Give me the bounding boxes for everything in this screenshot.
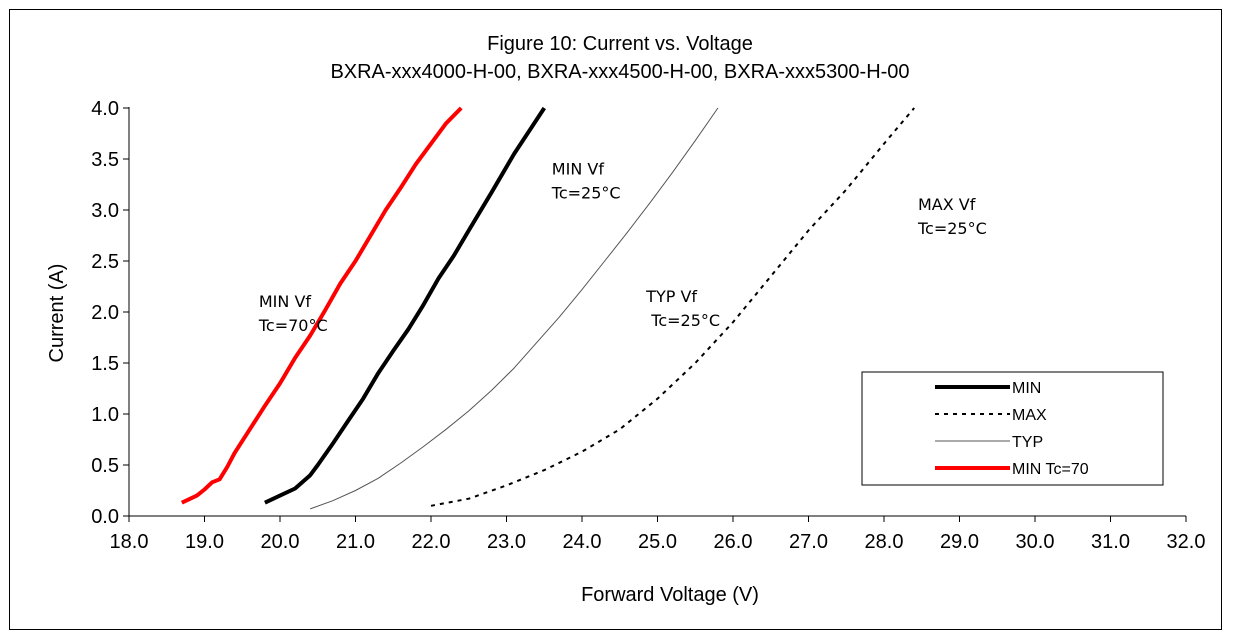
x-tick-label: 26.0 xyxy=(714,531,753,553)
annotation-line: MIN Vf xyxy=(552,159,605,178)
y-tick-label: 1.5 xyxy=(91,353,119,375)
x-tick-label: 23.0 xyxy=(487,531,526,553)
x-tick-label: 18.0 xyxy=(110,531,149,553)
series-line-typ xyxy=(310,107,719,510)
annotation-line: TYP Vf xyxy=(645,287,697,306)
annotation-max25: MAX Vf Tc=25°C xyxy=(917,195,987,238)
annotation-line: MAX Vf xyxy=(918,195,976,214)
x-tick-label: 28.0 xyxy=(865,531,904,553)
annotation-line: Tc=70°C xyxy=(258,316,328,335)
series-line-min xyxy=(264,106,546,505)
chart-subtitle: BXRA-xxx4000-H-00, BXRA-xxx4500-H-00, BX… xyxy=(330,61,909,83)
chart-title: Figure 10: Current vs. Voltage xyxy=(487,33,753,55)
x-tick-label: 30.0 xyxy=(1016,531,1055,553)
x-axis-label: Forward Voltage (V) xyxy=(581,584,759,606)
annotation-line: Tc=25°C xyxy=(551,183,621,202)
x-tick-label: 20.0 xyxy=(261,531,300,553)
annotation-line: Tc=25°C xyxy=(917,219,987,238)
legend-label: MAX xyxy=(1012,407,1047,424)
series-line-max xyxy=(430,107,915,507)
x-tick-label: 21.0 xyxy=(336,531,375,553)
chart-frame xyxy=(9,9,1222,630)
x-tick-label: 25.0 xyxy=(638,531,677,553)
y-tick-label: 0.0 xyxy=(91,506,119,528)
x-tick-label: 27.0 xyxy=(789,531,828,553)
y-tick-label: 3.5 xyxy=(91,149,119,171)
legend-label: MIN xyxy=(1012,380,1041,397)
x-tick-label: 32.0 xyxy=(1167,531,1206,553)
series-layer xyxy=(180,106,915,510)
x-tick-label: 19.0 xyxy=(185,531,224,553)
y-tick-label: 3.0 xyxy=(91,200,119,222)
x-ticks: 18.0 19.0 20.0 21.0 22.0 23.0 24.0 25.0 26.0 27.0… xyxy=(110,516,1206,553)
y-tick-label: 2.5 xyxy=(91,251,119,273)
annotation-line: MIN Vf xyxy=(259,292,312,311)
y-tick-label: 1.0 xyxy=(91,404,119,426)
y-tick-label: 2.0 xyxy=(91,302,119,324)
y-tick-label: 4.0 xyxy=(91,98,119,120)
annotation-line: Tc=25°C xyxy=(646,311,720,330)
x-tick-label: 31.0 xyxy=(1091,531,1130,553)
y-tick-label: 0.5 xyxy=(91,455,119,477)
annotation-min70: MIN Vf Tc=70°C xyxy=(258,292,328,335)
annotation-min25: MIN Vf Tc=25°C xyxy=(551,159,621,202)
series-line-min-tc-70 xyxy=(180,106,463,505)
legend-label: MIN Tc=70 xyxy=(1012,461,1089,478)
x-tick-label: 29.0 xyxy=(940,531,979,553)
legend-box xyxy=(861,371,1164,486)
legend: MIN MAX TYP MIN Tc=70 xyxy=(861,371,1164,486)
y-axis-label: Current (A) xyxy=(46,264,68,363)
x-tick-label: 24.0 xyxy=(563,531,602,553)
x-tick-label: 22.0 xyxy=(412,531,451,553)
annotation-typ25: TYP Vf Tc=25°C xyxy=(645,287,720,330)
y-ticks: 0.0 0.5 1.0 1.5 2.0 2.5 3.0 3.5 4.0 xyxy=(91,98,129,528)
legend-label: TYP xyxy=(1012,434,1043,451)
